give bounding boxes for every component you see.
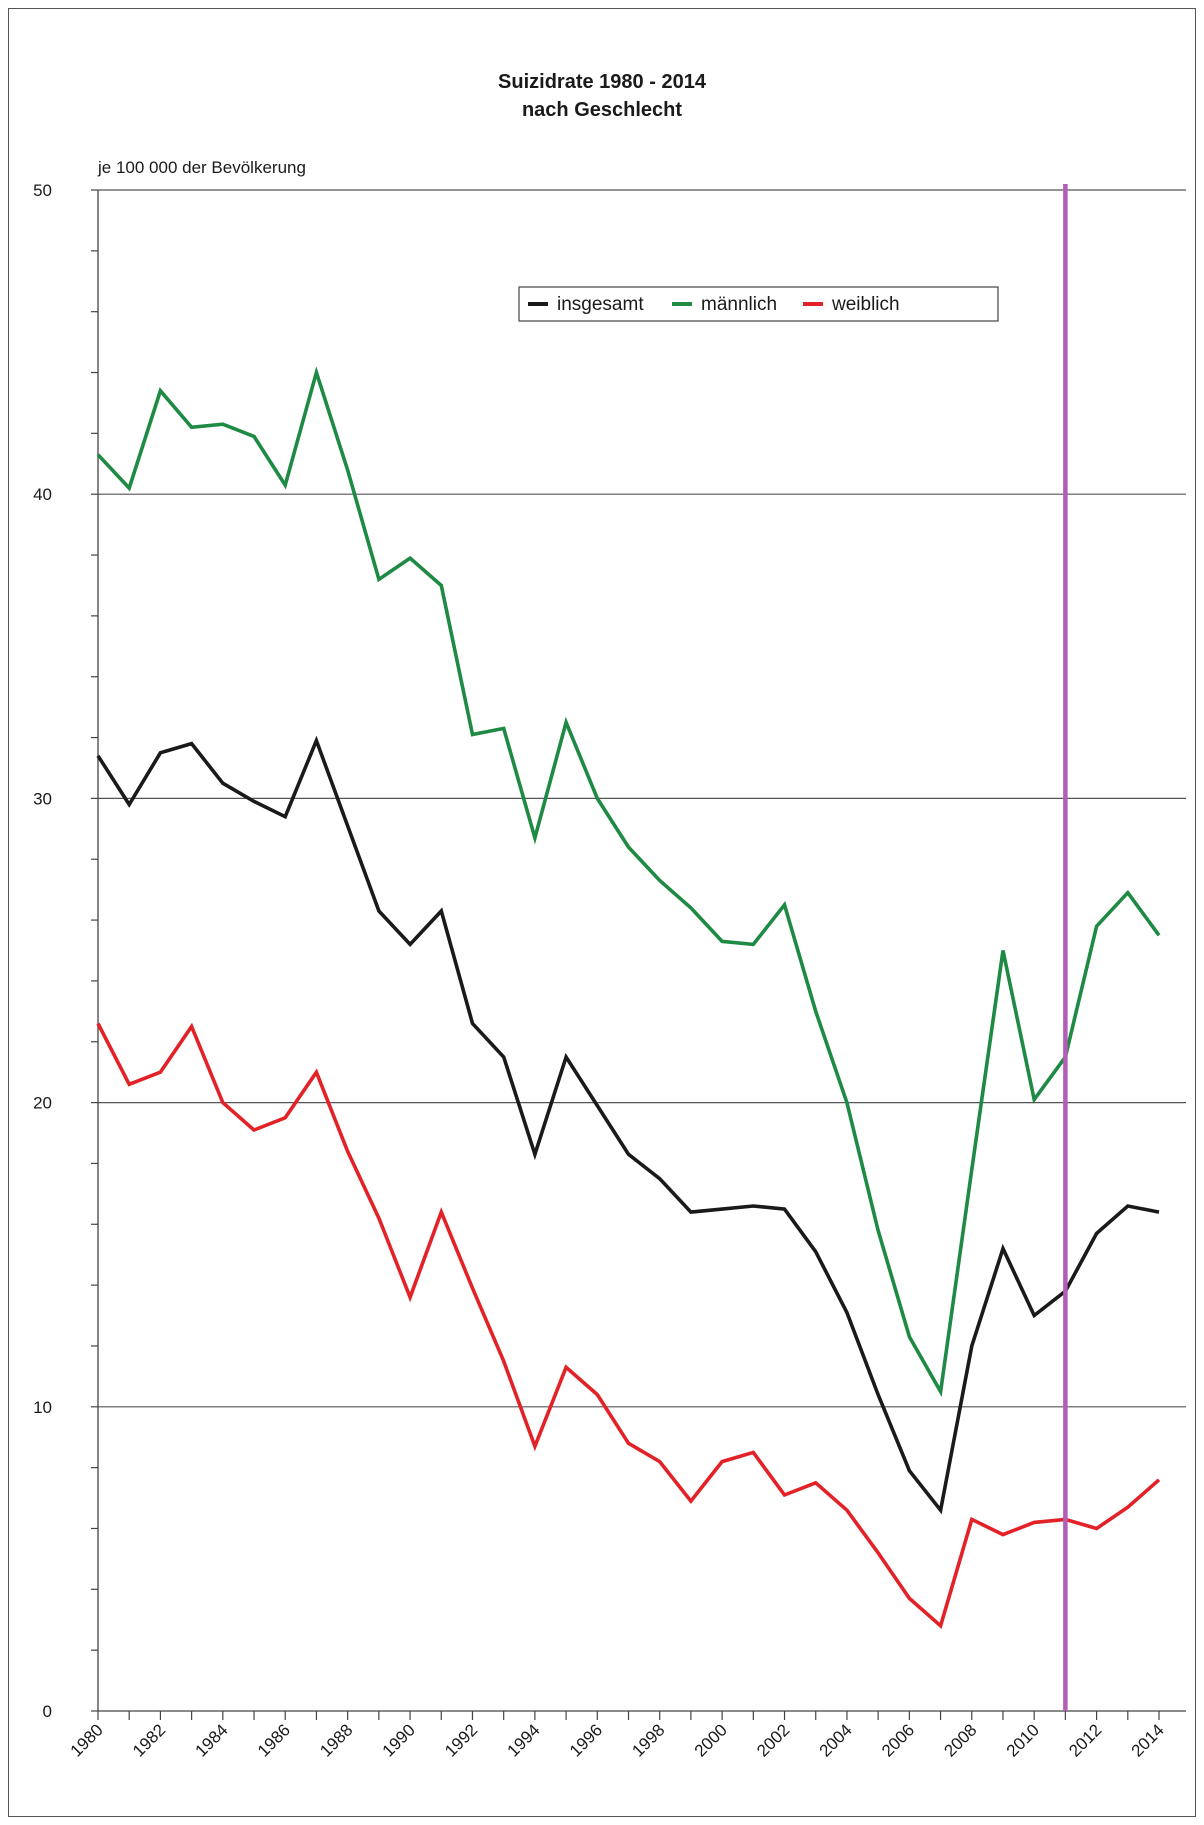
x-tick-label-1986: 1986 [254,1720,294,1760]
x-tick-label-1990: 1990 [379,1720,419,1760]
chart-frame [8,8,1196,1817]
y-axis-unit-label: je 100 000 der Bevölkerung [97,158,306,177]
x-tick-label-2006: 2006 [878,1720,918,1760]
series-line-männlich [96,366,1161,1398]
x-tick-label-2010: 2010 [1003,1720,1043,1760]
y-axis-ticks: 0 10 20 30 40 50 [33,181,98,1721]
chart-title-line-1: Suizidrate 1980 - 2014 [498,71,707,93]
x-tick-label-1980: 1980 [67,1720,107,1760]
series-lines [96,366,1161,1630]
x-tick-label-1996: 1996 [566,1720,606,1760]
y-tick-label-50: 50 [33,181,52,200]
legend: insgesamt männlich weiblich [518,286,999,322]
axes [97,190,1186,1712]
x-tick-label-1994: 1994 [504,1720,544,1760]
y-tick-label-0: 0 [43,1702,52,1721]
series-line-insgesamt [96,735,1160,1515]
x-tick-label-2000: 2000 [691,1720,731,1760]
x-tick-label-1988: 1988 [316,1720,356,1760]
y-tick-label-10: 10 [33,1398,52,1417]
series-line-weiblich [96,1022,1161,1630]
x-tick-label-1984: 1984 [191,1720,231,1760]
y-tick-label-30: 30 [33,789,52,808]
x-axis-ticks: 1980 1982 1984 1986 1988 1990 1992 1994 1996 1998… [67,1711,1168,1761]
x-tick-label-1998: 1998 [628,1720,668,1760]
legend-label-männlich: männlich [701,294,777,315]
chart-title-line-2: nach Geschlecht [522,99,682,121]
x-tick-label-2002: 2002 [753,1720,793,1760]
y-tick-label-20: 20 [33,1094,52,1113]
legend-label-weiblich: weiblich [831,294,900,315]
x-tick-label-2008: 2008 [940,1720,980,1760]
x-tick-label-2012: 2012 [1065,1720,1105,1760]
x-tick-label-1992: 1992 [441,1720,481,1760]
legend-box [518,286,999,322]
y-tick-label-40: 40 [33,485,52,504]
x-tick-label-2014: 2014 [1128,1720,1168,1760]
x-tick-label-1982: 1982 [129,1720,169,1760]
legend-label-insgesamt: insgesamt [557,294,644,315]
gridlines [98,189,1186,1408]
x-tick-label-2004: 2004 [816,1720,856,1760]
